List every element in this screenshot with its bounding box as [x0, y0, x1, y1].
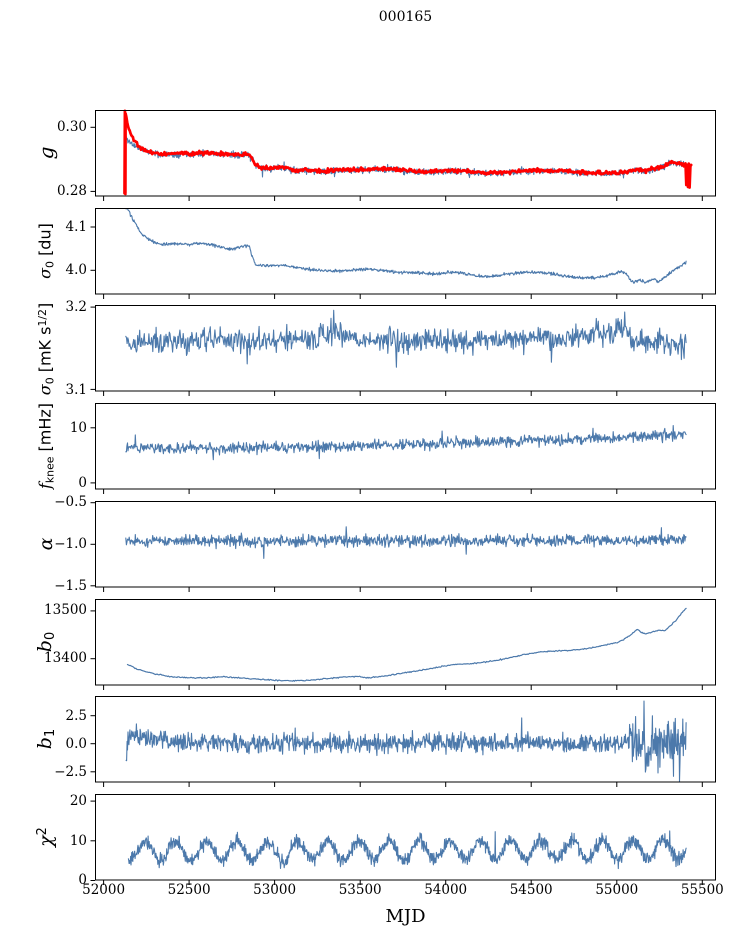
subplot-b0: b0 13500 13400: [0, 598, 729, 690]
plot-area-alpha: [90, 500, 716, 592]
plot-area-sigma0-du: [90, 207, 716, 299]
y-tick-label: 20: [69, 793, 87, 810]
axes-frame: [95, 793, 716, 881]
axes-frame: [95, 500, 716, 588]
chart-title: 000165: [378, 9, 433, 25]
x-tick-label: 54000: [424, 882, 468, 898]
y-tick-label: 2.5: [65, 707, 87, 724]
subplot-fknee: fknee [mHz] 10 0: [0, 403, 729, 495]
y-tick-label: 0: [78, 872, 87, 889]
label-segment: 0: [43, 631, 59, 640]
y-axis-label-g: g: [34, 147, 58, 160]
y-tick-label: 13400: [44, 650, 87, 667]
y-tick-label: 4.1: [65, 218, 87, 235]
label-segment: [mK s: [35, 326, 55, 378]
x-tick-label: 52000: [82, 882, 126, 898]
series-line-b1: [125, 700, 687, 783]
subplot-sigma0-mks: σ0 [mK s1/2] 3.2 3.1: [0, 299, 729, 398]
plot-area-fknee: [90, 403, 716, 495]
y-axis-label-b0: b0: [34, 632, 58, 652]
plot-area-sigma0-mks: [90, 305, 716, 397]
x-tick-label: 53000: [253, 882, 297, 898]
series-line-g-smoothed: [123, 109, 693, 196]
subplot-chi2: χ2 20 10 0: [0, 793, 729, 888]
x-tick-label: 55000: [595, 882, 639, 898]
x-axis-label: MJD: [385, 906, 426, 927]
y-tick-label: −1.5: [54, 577, 87, 594]
label-segment: g: [34, 146, 58, 160]
y-tick-label: 3.1: [65, 381, 87, 398]
axes-frame: [95, 403, 716, 490]
axes-frame: [95, 598, 716, 685]
subplot-alpha: α −0.5 −1.0 −1.5: [0, 494, 729, 594]
x-tick-label: 54500: [509, 882, 553, 898]
plot-area-b0: [90, 598, 716, 690]
subplot-g: g 0.30 0.28: [0, 109, 729, 201]
y-tick-label: 0: [78, 474, 87, 491]
series-line-b0: [126, 607, 687, 682]
series-line-fknee: [125, 425, 687, 461]
plot-area-g: [90, 109, 716, 201]
y-tick-label: 3.2: [65, 299, 87, 316]
x-tick-label: 55500: [680, 882, 724, 898]
series-line-alpha: [125, 526, 687, 559]
y-tick-label: 0.30: [56, 119, 87, 136]
y-tick-label: 4.0: [65, 261, 87, 278]
axes-frame: [95, 696, 716, 783]
subplot-b1: b1 2.5 0.0 −2.5: [0, 696, 729, 788]
axes-frame: [95, 110, 716, 197]
axes-frame: [95, 207, 716, 295]
x-tick-label: 52500: [167, 882, 211, 898]
y-tick-label: −0.5: [54, 494, 87, 511]
series-line-sigma0-du: [125, 207, 687, 284]
series-line-sigma0-mks: [125, 310, 687, 369]
y-tick-label: 10: [69, 419, 87, 436]
y-tick-label: 10: [69, 832, 87, 849]
subplot-sigma0-du: σ0 [du] 4.1 4.0: [0, 207, 729, 299]
plot-area-chi2: [90, 793, 716, 885]
y-tick-label: 0.28: [56, 183, 87, 200]
x-tick-label: 53500: [338, 882, 382, 898]
plot-area-b1: [90, 696, 716, 788]
axes-frame: [95, 305, 716, 392]
y-tick-label: 0.0: [65, 735, 87, 752]
y-tick-label: 13500: [44, 602, 87, 619]
y-tick-label: −1.0: [54, 536, 87, 553]
series-line-chi2: [127, 830, 687, 870]
y-tick-label: −2.5: [54, 764, 87, 780]
